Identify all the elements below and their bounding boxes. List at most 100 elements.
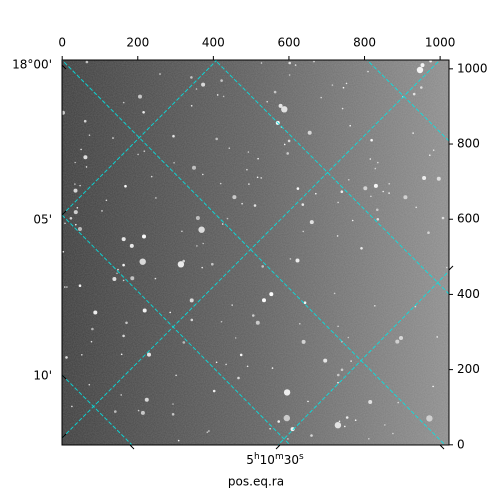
star	[177, 261, 185, 268]
star	[397, 401, 400, 404]
star	[140, 410, 145, 415]
star	[177, 439, 180, 442]
star	[299, 323, 301, 325]
star	[348, 179, 350, 181]
star	[426, 415, 433, 422]
star	[337, 325, 339, 328]
star	[376, 218, 380, 221]
star	[337, 201, 339, 204]
star	[150, 175, 153, 178]
star	[269, 428, 271, 430]
star	[88, 134, 91, 136]
star	[202, 173, 204, 176]
star	[350, 360, 352, 362]
star	[384, 424, 386, 426]
star	[154, 277, 157, 280]
star	[374, 305, 376, 307]
star	[83, 119, 87, 123]
star	[399, 336, 403, 340]
star	[334, 422, 342, 429]
star	[85, 60, 89, 64]
star	[256, 176, 259, 179]
star	[345, 82, 348, 85]
dec-tick-label: 10'	[33, 369, 52, 383]
star	[281, 106, 288, 113]
star	[237, 376, 240, 380]
star	[81, 354, 83, 356]
sky-image	[62, 60, 449, 445]
star	[277, 420, 281, 423]
star	[219, 182, 222, 185]
star	[255, 320, 260, 325]
star	[124, 184, 127, 188]
star	[302, 230, 305, 233]
star	[201, 266, 203, 269]
star	[370, 138, 373, 142]
star	[301, 203, 305, 206]
star	[363, 186, 368, 191]
star	[273, 90, 277, 94]
star	[122, 334, 125, 338]
star	[93, 310, 98, 315]
star	[432, 385, 434, 388]
star	[192, 165, 196, 170]
star	[85, 166, 88, 168]
star	[198, 226, 205, 233]
star	[360, 247, 363, 250]
star	[340, 368, 344, 372]
star	[354, 419, 357, 422]
star	[190, 76, 193, 79]
star	[212, 389, 216, 393]
star	[220, 79, 223, 82]
star	[370, 195, 372, 198]
star	[307, 130, 312, 135]
y-tick-label: 200	[457, 362, 480, 376]
star	[122, 263, 125, 267]
star	[182, 259, 185, 263]
star	[368, 438, 370, 440]
ra-tick-label: 5h10m30s	[246, 452, 304, 467]
ra-label-part: h	[254, 452, 260, 462]
star	[241, 202, 243, 205]
star	[382, 190, 385, 193]
star	[296, 187, 300, 190]
star	[117, 268, 119, 271]
star	[69, 217, 73, 220]
plot-frame	[61, 59, 450, 446]
star	[340, 190, 344, 193]
star	[172, 403, 174, 405]
grid-line	[62, 60, 441, 439]
star	[336, 235, 339, 237]
star	[112, 277, 117, 281]
star	[283, 389, 291, 396]
star	[195, 216, 200, 220]
star	[172, 134, 175, 138]
star	[315, 192, 317, 195]
star	[290, 427, 295, 432]
star	[78, 227, 82, 231]
star	[202, 242, 204, 245]
star	[182, 341, 186, 344]
star	[288, 74, 291, 76]
star	[90, 340, 93, 343]
ra-tick	[448, 265, 454, 271]
star	[62, 110, 65, 115]
star	[225, 363, 227, 366]
star	[231, 304, 233, 306]
star	[216, 94, 219, 96]
grid-line	[62, 374, 133, 445]
star	[74, 183, 76, 185]
star	[78, 284, 82, 288]
star	[64, 222, 66, 225]
star	[232, 195, 237, 200]
star	[395, 339, 400, 344]
star	[74, 161, 76, 164]
star	[376, 208, 379, 212]
star	[257, 157, 259, 160]
star	[71, 405, 73, 408]
star	[288, 61, 292, 65]
star	[114, 410, 117, 413]
star	[289, 258, 292, 260]
star	[137, 153, 139, 156]
dec-tick	[61, 374, 67, 380]
